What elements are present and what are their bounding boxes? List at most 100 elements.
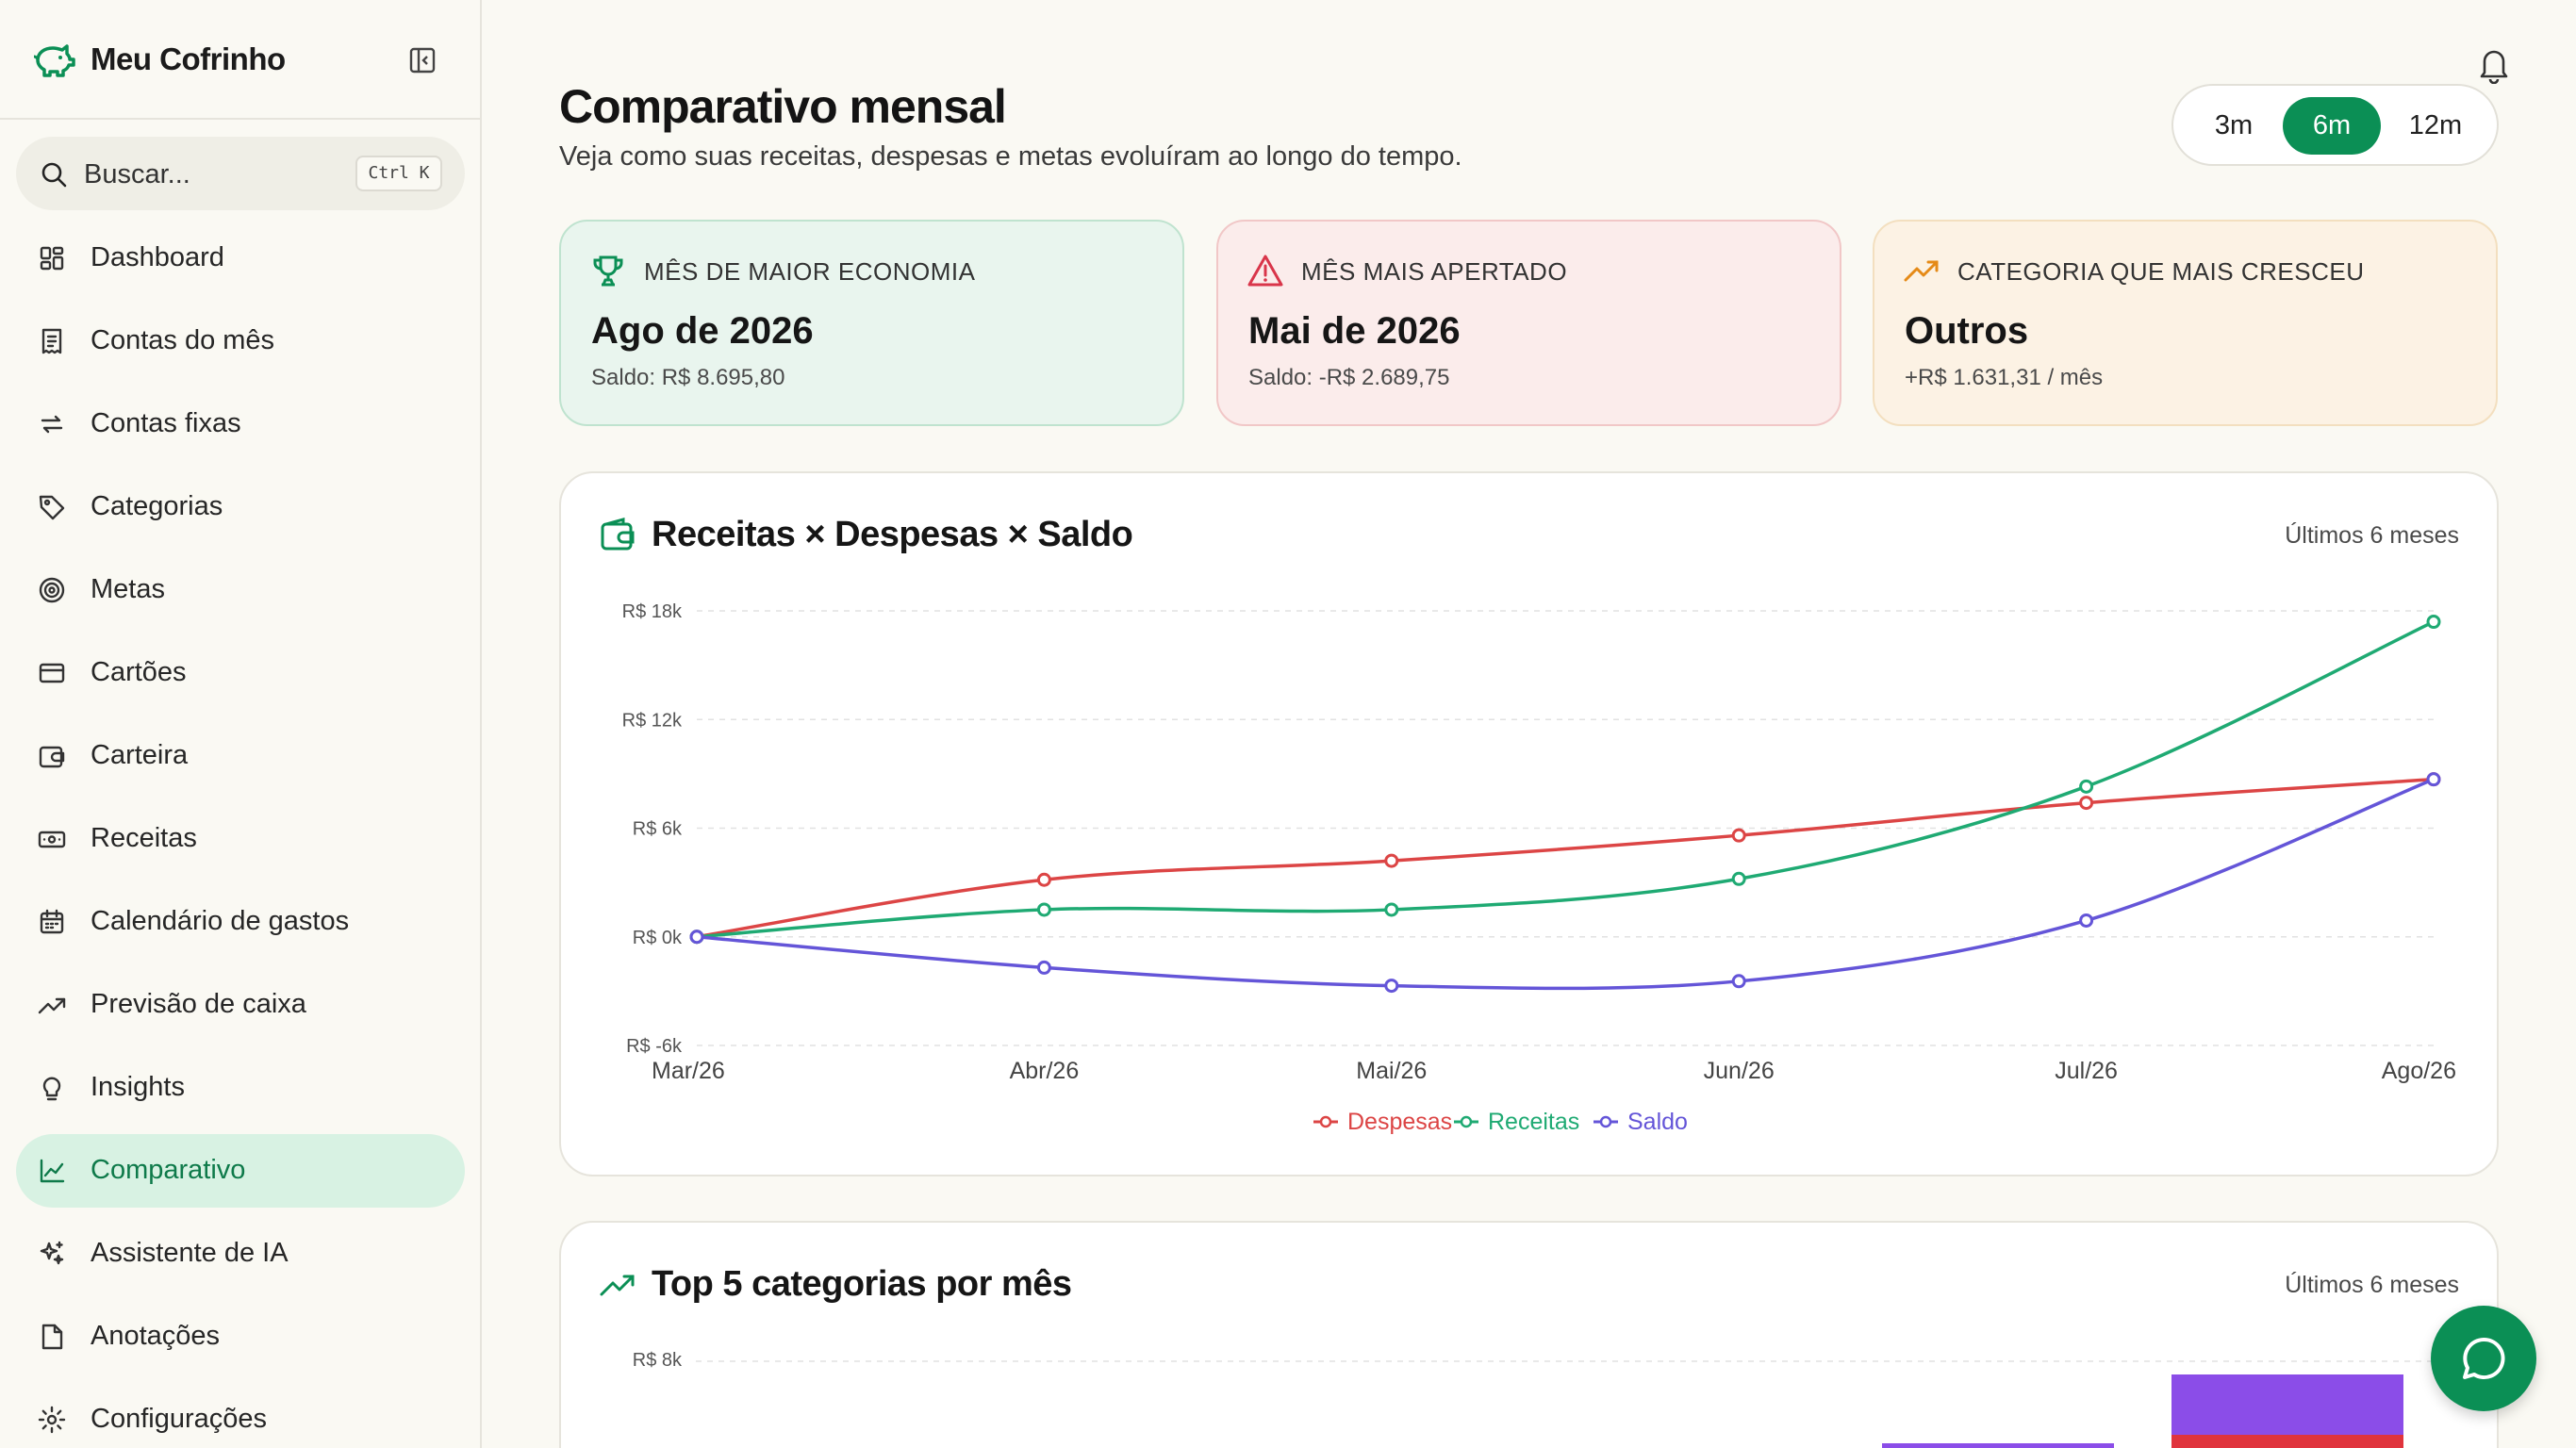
chart-title: Top 5 categorias por mês — [652, 1264, 1072, 1304]
sidebar-item-comparativo[interactable]: Comparativo — [16, 1134, 465, 1208]
sidebar-item-contas-fixas[interactable]: Contas fixas — [16, 387, 465, 461]
sidebar-item-anotacoes[interactable]: Anotações — [16, 1300, 465, 1374]
bar-segment — [1882, 1443, 2114, 1448]
sidebar-item-categorias[interactable]: Categorias — [16, 470, 465, 544]
trending-up-icon — [38, 997, 66, 1014]
x-tick-label: Ago/26 — [2382, 1058, 2456, 1084]
sidebar-item-label: Calendário de gastos — [91, 906, 350, 936]
wallet-icon — [39, 746, 65, 768]
legend-label: Saldo — [1627, 1109, 1688, 1135]
wallet-icon — [601, 518, 635, 551]
sidebar-item-contas-do-mes[interactable]: Contas do mês — [16, 304, 465, 378]
series-line-receitas — [696, 619, 2435, 939]
legend-label: Despesas — [1347, 1109, 1452, 1135]
sidebar-item-metas[interactable]: Metas — [16, 553, 465, 627]
search-input[interactable]: Buscar... Ctrl K — [16, 137, 465, 210]
chart-period-tag: Últimos 6 meses — [2285, 1272, 2459, 1298]
y-tick-label: R$ 6k — [633, 819, 683, 840]
stacked-bar-chart: R$ 8k — [633, 1350, 2432, 1448]
tag-icon — [39, 495, 65, 520]
data-point — [689, 930, 704, 945]
sidebar-item-label: Categorias — [91, 491, 223, 521]
note-icon — [41, 1324, 63, 1350]
sidebar-item-label: Contas do mês — [91, 325, 275, 355]
sidebar-item-label: Anotações — [91, 1321, 221, 1351]
kpi-label: MÊS DE MAIOR ECONOMIA — [644, 257, 976, 286]
data-point — [1036, 872, 1051, 887]
lightbulb-icon — [42, 1077, 61, 1101]
y-tick-label: R$ 12k — [622, 710, 683, 731]
data-point — [1036, 960, 1051, 975]
chart-card-top-categories: Top 5 categorias por mês Últimos 6 meses… — [559, 1221, 2499, 1448]
y-tick-label: R$ 18k — [622, 601, 683, 622]
trending-up-icon — [600, 1275, 635, 1296]
sidebar-collapse-icon[interactable] — [407, 45, 438, 75]
kpi-best-month: MÊS DE MAIOR ECONOMIA Ago de 2026 Saldo:… — [559, 220, 1184, 426]
x-tick-label: Jul/26 — [2055, 1058, 2118, 1084]
data-point — [1731, 871, 1746, 886]
x-tick-label: Jun/26 — [1704, 1058, 1775, 1084]
sidebar-item-label: Dashboard — [91, 242, 224, 272]
sidebar-item-previsao-de-caixa[interactable]: Previsão de caixa — [16, 968, 465, 1042]
data-point — [2079, 796, 2094, 811]
line-chart-icon — [40, 1159, 65, 1183]
kpi-subtext: Saldo: -R$ 2.689,75 — [1248, 365, 1450, 390]
sparkles-icon — [40, 1241, 64, 1265]
trophy-icon — [593, 255, 623, 287]
y-tick-label: R$ 0k — [633, 928, 683, 948]
kpi-value: Outros — [1905, 310, 2029, 352]
sidebar-item-receitas[interactable]: Receitas — [16, 802, 465, 876]
legend-swatch-marker — [1599, 1115, 1612, 1128]
gear-icon — [38, 1406, 66, 1434]
legend-swatch-marker — [1319, 1115, 1332, 1128]
kpi-fastest-category: CATEGORIA QUE MAIS CRESCEU Outros +R$ 1.… — [1873, 220, 2498, 426]
sidebar-item-assistente-de-ia[interactable]: Assistente de IA — [16, 1217, 465, 1291]
series-line-despesas — [696, 777, 2435, 939]
y-tick-label: R$ -6k — [626, 1036, 683, 1057]
piggy-bank-icon — [33, 44, 75, 77]
sidebar-item-label: Receitas — [91, 823, 197, 853]
data-point — [2079, 913, 2094, 928]
chat-assistant-button[interactable] — [2431, 1306, 2536, 1411]
period-6m-button[interactable]: 6m — [2283, 97, 2381, 155]
page-title: Comparativo mensal — [559, 80, 1007, 133]
data-point — [1384, 853, 1399, 868]
sidebar-item-label: Metas — [91, 574, 165, 604]
chart-title: Receitas × Despesas × Saldo — [652, 515, 1133, 554]
data-point — [1384, 902, 1399, 917]
sidebar-item-label: Configurações — [91, 1404, 267, 1434]
sidebar-item-dashboard[interactable]: Dashboard — [16, 222, 465, 295]
kpi-tightest-month: MÊS MAIS APERTADO Mai de 2026 Saldo: -R$… — [1216, 220, 1841, 426]
sidebar-item-carteira[interactable]: Carteira — [16, 719, 465, 793]
kpi-subtext: Saldo: R$ 8.695,80 — [591, 365, 785, 390]
chart-period-tag: Últimos 6 meses — [2285, 522, 2459, 549]
sidebar-item-label: Insights — [91, 1072, 185, 1102]
alert-triangle-icon — [1247, 255, 1283, 287]
sidebar-item-insights[interactable]: Insights — [16, 1051, 465, 1125]
repeat-icon — [41, 415, 63, 434]
period-12m-button[interactable]: 12m — [2408, 110, 2463, 140]
kpi-label: CATEGORIA QUE MAIS CRESCEU — [1957, 257, 2365, 286]
sidebar-item-label: Carteira — [91, 740, 189, 770]
legend-label: Receitas — [1488, 1109, 1579, 1135]
chat-bubble-icon — [2463, 1337, 2505, 1379]
sidebar-item-label: Previsão de caixa — [91, 989, 306, 1019]
chart-card-income-expenses: Receitas × Despesas × Saldo Últimos 6 me… — [559, 471, 2499, 1176]
sidebar-item-configuracoes[interactable]: Configurações — [16, 1383, 465, 1448]
notification-bell-icon[interactable] — [2475, 44, 2513, 84]
search-placeholder: Buscar... — [84, 159, 190, 189]
brand-header: Meu Cofrinho — [0, 0, 480, 120]
data-point — [2426, 772, 2441, 787]
target-icon — [39, 577, 65, 603]
sidebar-item-label: Comparativo — [91, 1155, 246, 1185]
period-3m-button[interactable]: 3m — [2214, 110, 2254, 140]
data-point — [2079, 779, 2094, 794]
bar-segment — [2171, 1435, 2403, 1448]
sidebar-item-label: Cartões — [91, 657, 187, 687]
sidebar-item-cartoes[interactable]: Cartões — [16, 636, 465, 710]
sidebar-item-label: Contas fixas — [91, 408, 241, 438]
data-point — [1036, 902, 1051, 917]
x-tick-label: Abr/26 — [1010, 1058, 1080, 1084]
sidebar-item-calendario-de-gastos[interactable]: Calendário de gastos — [16, 885, 465, 959]
